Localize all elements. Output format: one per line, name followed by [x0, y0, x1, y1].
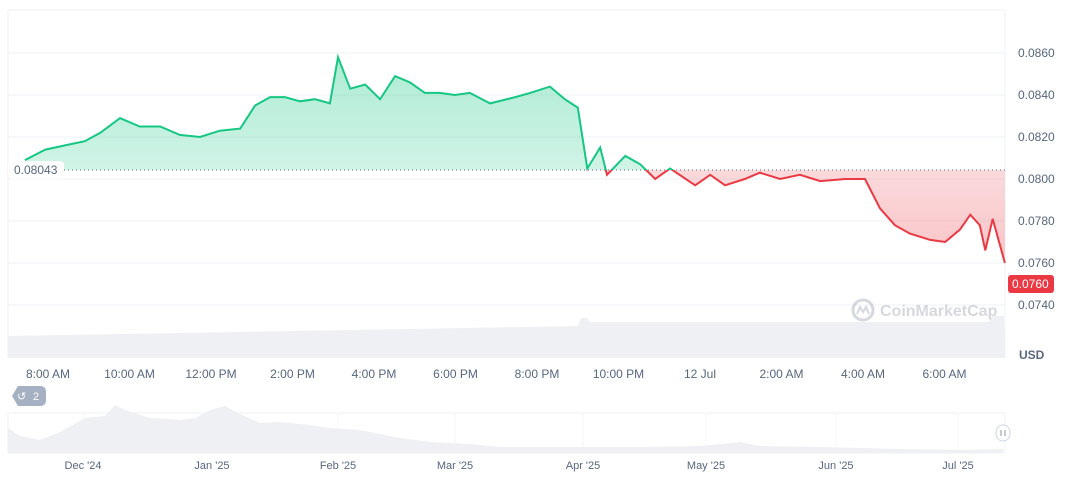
- navigator-tick-label: Apr '25: [566, 460, 601, 472]
- x-axis: 8:00 AM 10:00 AM 12:00 PM 2:00 PM 4:00 PM 6:0…: [26, 367, 967, 381]
- history-count: 2: [33, 391, 39, 403]
- y-tick-label: 0.0740: [1018, 298, 1055, 312]
- x-tick-label: 4:00 PM: [352, 367, 397, 381]
- x-tick-label: 4:00 AM: [841, 367, 885, 381]
- x-tick-label: 2:00 AM: [759, 367, 803, 381]
- current-price-badge: [1008, 275, 1054, 293]
- navigator-handle[interactable]: [995, 424, 1011, 442]
- x-tick-label: 6:00 AM: [922, 367, 966, 381]
- volume-bars: [8, 316, 1005, 358]
- navigator-tick-label: Jan '25: [194, 460, 229, 472]
- area-above-baseline: [24, 57, 1005, 170]
- x-tick-label: 12:00 PM: [185, 367, 236, 381]
- y-tick-label: 0.0820: [1018, 130, 1055, 144]
- navigator-tick-label: Dec '24: [65, 460, 102, 472]
- navigator[interactable]: Dec '24 Jan '25 Feb '25 Mar '25 Apr '25 May '…: [7, 405, 1011, 472]
- y-tick-label: 0.0780: [1018, 214, 1055, 228]
- currency-label: USD: [1019, 348, 1045, 362]
- baseline-label-bg: [8, 160, 64, 179]
- navigator-tick-label: Jun '25: [818, 460, 853, 472]
- navigator-tick-label: Mar '25: [437, 460, 473, 472]
- y-tick-label: 0.0760: [1018, 256, 1055, 270]
- navigator-area: [8, 405, 1003, 453]
- navigator-tick-label: Jul '25: [942, 460, 973, 472]
- watermark-text: CoinMarketCap: [880, 303, 998, 320]
- watermark: CoinMarketCap: [851, 298, 998, 322]
- volume-area: [8, 316, 1005, 358]
- navigator-tick-label: Feb '25: [320, 460, 356, 472]
- y-tick-label: 0.0840: [1018, 88, 1055, 102]
- price-line-down: [586, 169, 1006, 264]
- x-tick-label: 10:00 PM: [593, 367, 644, 381]
- x-tick-label: 2:00 PM: [270, 367, 315, 381]
- price-line-up: [24, 53, 675, 170]
- navigator-tick-label: May '25: [687, 460, 725, 472]
- x-tick-label: 8:00 AM: [26, 367, 70, 381]
- y-tick-label: 0.0800: [1018, 172, 1055, 186]
- x-tick-label: 12 Jul: [684, 367, 716, 381]
- baseline-label: 0.08043: [14, 163, 58, 177]
- coinmarketcap-logo-icon: [851, 298, 875, 322]
- y-axis: 0.0860 0.0840 0.0820 0.0800 0.0780 0.0760 0.07…: [1018, 46, 1055, 312]
- y-tick-label: 0.0860: [1018, 46, 1055, 60]
- current-price-label: 0.0760: [1012, 277, 1049, 291]
- history-icon: ↺: [17, 391, 26, 403]
- x-tick-label: 6:00 PM: [433, 367, 478, 381]
- x-tick-label: 10:00 AM: [104, 367, 155, 381]
- area-below-baseline: [605, 169, 1005, 263]
- history-badge[interactable]: ↺ 2: [12, 386, 46, 406]
- x-tick-label: 8:00 PM: [515, 367, 560, 381]
